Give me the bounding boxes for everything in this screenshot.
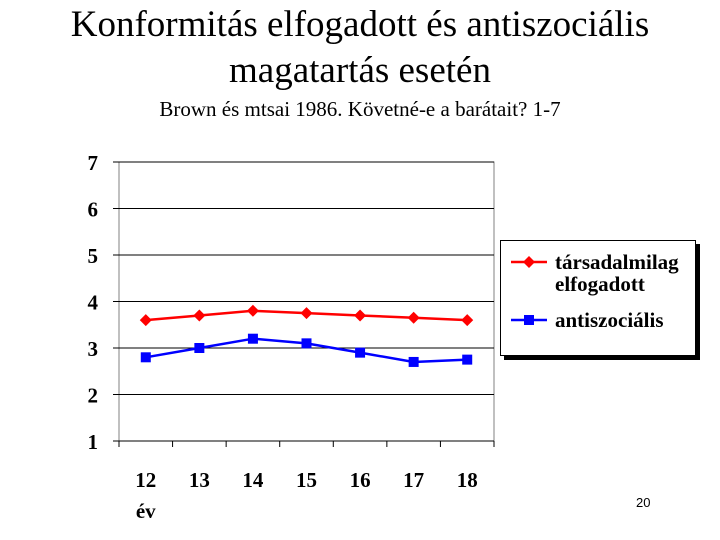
data-point-series-1	[354, 309, 367, 322]
y-tick-label: 1	[88, 430, 99, 454]
data-point-series-2	[247, 333, 258, 344]
y-tick-label: 5	[88, 244, 99, 268]
slide-title-line-2: magatartás esetén	[229, 50, 491, 91]
data-point-series-1	[246, 304, 259, 317]
slide-title: Konformitás elfogadott és antiszociális …	[0, 2, 720, 94]
x-axis-label: év	[136, 499, 156, 523]
y-tick-label: 4	[88, 291, 99, 315]
data-point-series-2	[355, 347, 366, 358]
x-tick-label: 16	[350, 468, 371, 492]
x-tick-label: 13	[189, 468, 210, 492]
data-point-series-2	[301, 338, 312, 349]
legend-item-series-1: társadalmilag elfogadott	[509, 251, 695, 295]
legend-swatch-series-2	[511, 315, 547, 325]
data-point-series-1	[407, 311, 420, 324]
page-number: 20	[636, 495, 651, 510]
y-tick-label: 6	[88, 198, 99, 222]
y-tick-label: 3	[88, 337, 99, 361]
slide-title-line-1: Konformitás elfogadott és antiszociális	[70, 4, 650, 45]
x-tick-label: 15	[296, 468, 317, 492]
data-point-series-1	[461, 314, 474, 327]
x-tick-label: 14	[242, 468, 264, 492]
data-point-series-2	[194, 343, 205, 353]
x-tick-label: 12	[135, 468, 156, 492]
data-point-series-2	[140, 352, 151, 363]
legend-item-series-2: antiszociális	[509, 309, 695, 333]
legend-label-series-1: társadalmilag elfogadott	[555, 250, 679, 296]
data-point-series-1	[300, 307, 313, 320]
data-point-series-1	[193, 309, 206, 322]
chart-legend: társadalmilag elfogadott antiszociális	[500, 240, 696, 356]
data-point-series-2	[462, 354, 473, 365]
legend-swatch-series-1	[511, 256, 547, 268]
data-point-series-2	[408, 356, 419, 367]
y-tick-label: 2	[88, 384, 99, 408]
slide-subtitle: Brown és mtsai 1986. Követné-e a barátai…	[159, 97, 561, 121]
x-tick-label: 18	[457, 468, 478, 492]
x-tick-label: 17	[403, 468, 424, 492]
legend-label-series-2: antiszociális	[555, 308, 664, 332]
y-tick-label: 7	[88, 151, 99, 175]
data-point-series-1	[139, 314, 152, 327]
